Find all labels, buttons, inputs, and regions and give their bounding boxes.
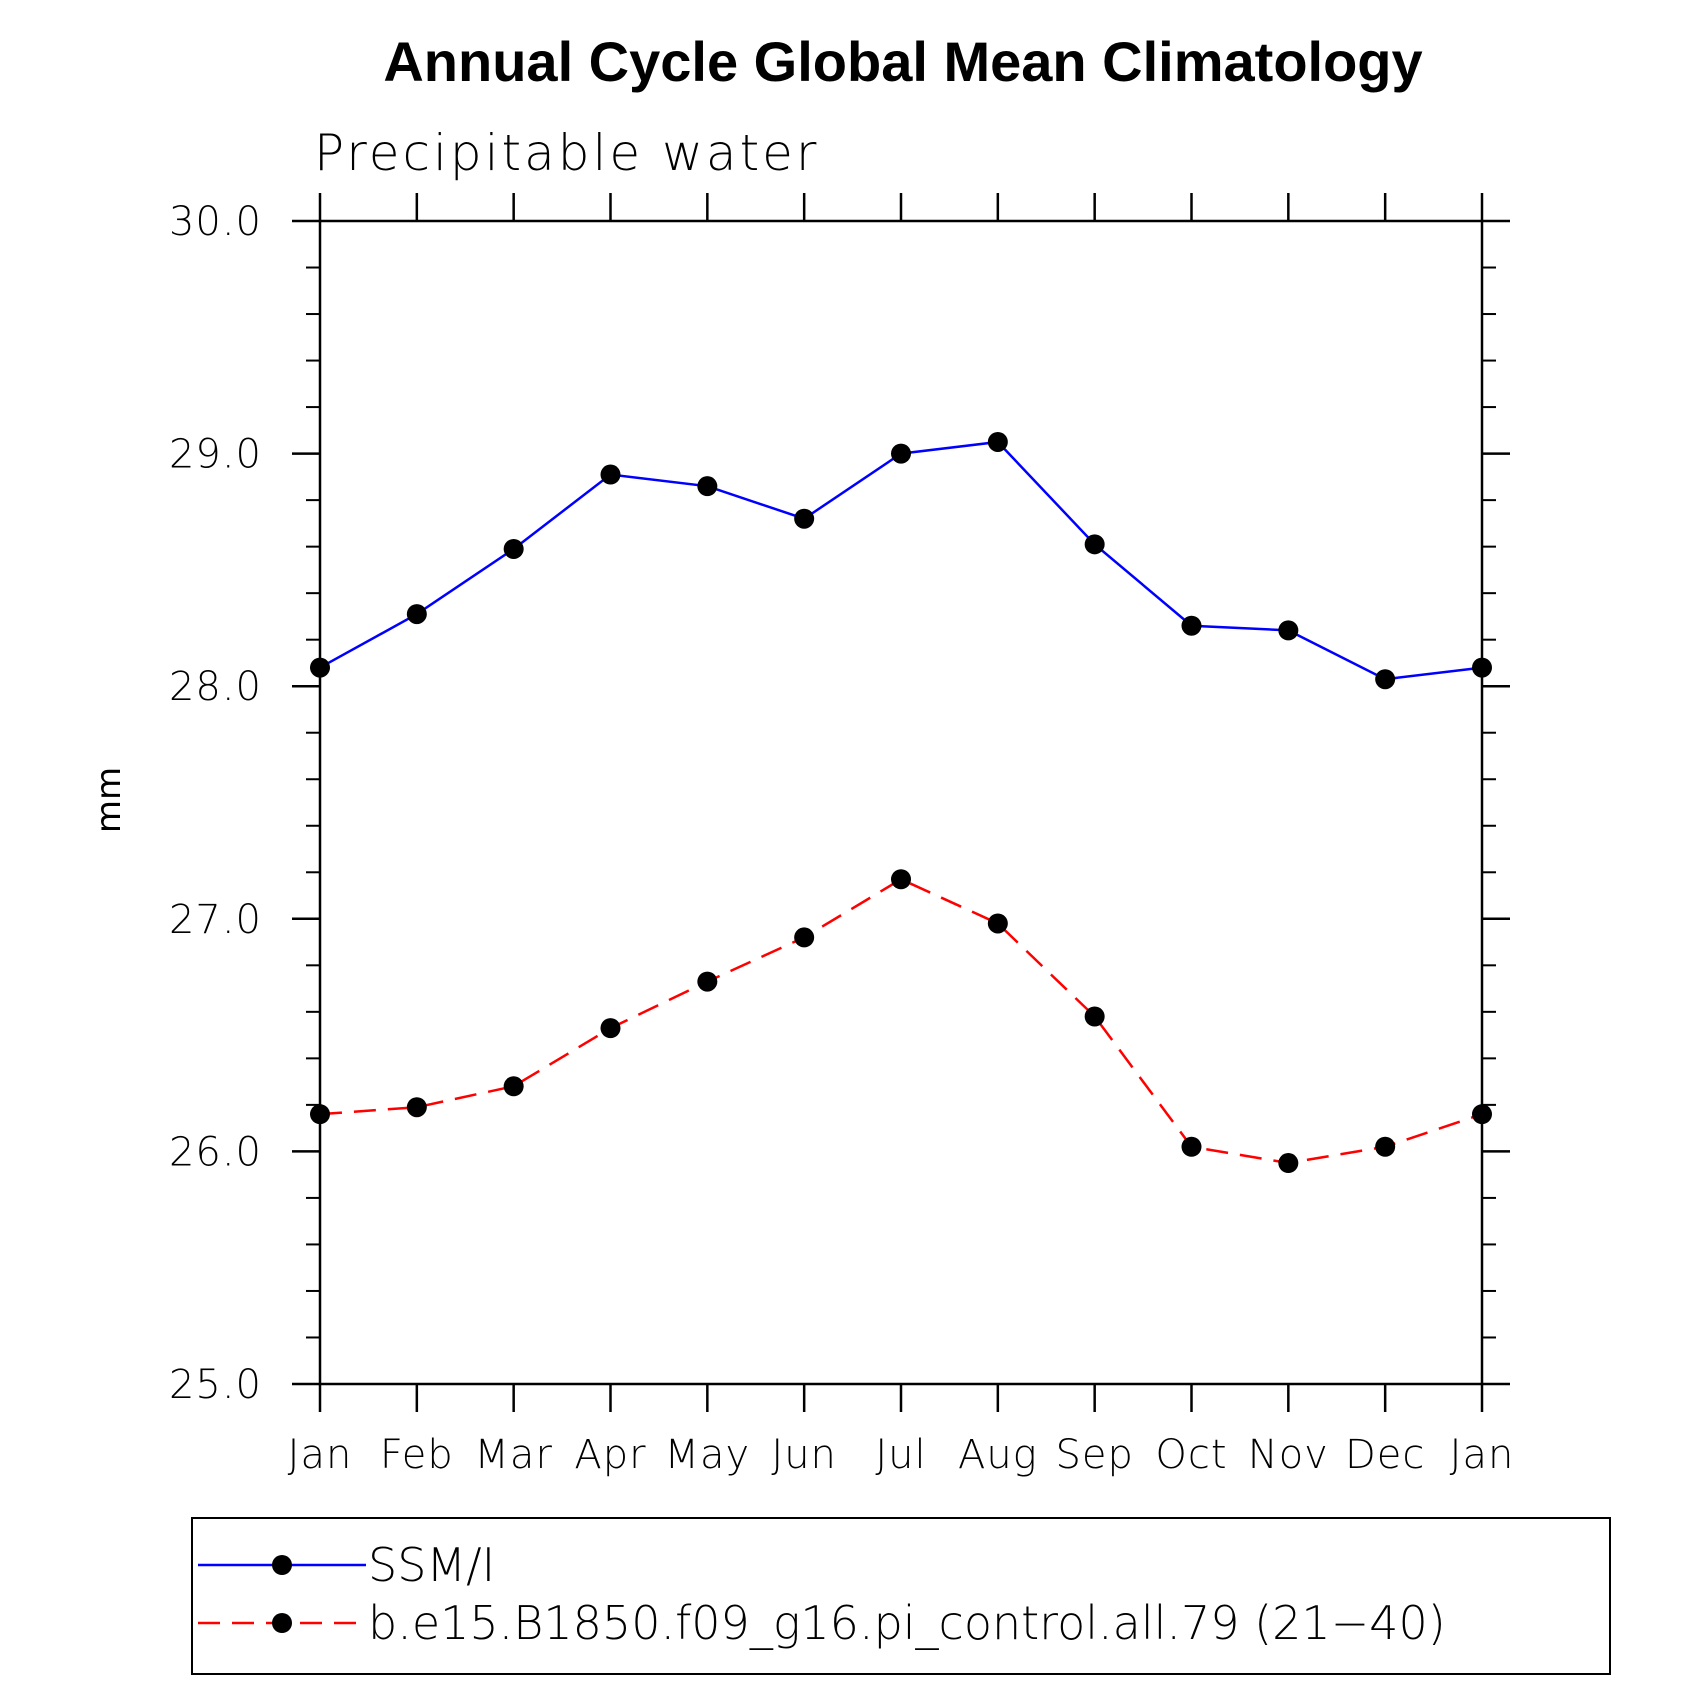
y-tick-label: 27.0 <box>169 897 262 943</box>
x-tick-label: Sep <box>1055 1432 1133 1478</box>
x-tick-label: Jan <box>1450 1432 1515 1478</box>
data-point <box>891 869 911 890</box>
data-point <box>310 657 330 678</box>
data-point <box>503 538 524 559</box>
legend-label-1: b.e15.B1850.f09_g16.pi_control.all.79 (2… <box>368 1596 1446 1650</box>
y-tick-label: 29.0 <box>169 432 262 478</box>
plot-frame <box>318 219 1484 1386</box>
data-point <box>794 508 815 529</box>
data-point <box>1181 1136 1202 1157</box>
data-point <box>987 913 1008 934</box>
x-tick-label: May <box>664 1432 750 1478</box>
legend-marker <box>272 1555 292 1575</box>
x-tick-label: Apr <box>574 1432 646 1478</box>
y-tick-label: 30.0 <box>169 199 262 245</box>
y-tick-label: 25.0 <box>169 1362 262 1408</box>
data-point <box>600 1018 621 1039</box>
data-point <box>1278 1153 1299 1174</box>
data-point <box>697 971 718 992</box>
legend: SSM/Ib.e15.B1850.f09_g16.pi_control.all.… <box>191 1517 1611 1675</box>
data-point <box>891 443 911 464</box>
data-point <box>1472 657 1492 678</box>
x-tick-label: Nov <box>1248 1432 1329 1478</box>
tick-labels: Jan Feb Mar Apr May Jun Jul Aug Sep Oct Nov Dec Jan 2… <box>169 199 1515 1478</box>
legend-marker <box>272 1613 292 1633</box>
data-point <box>794 927 815 948</box>
axis-ticks <box>292 193 1510 1412</box>
series-line-0 <box>319 440 1483 681</box>
y-axis-label: mm <box>89 767 129 833</box>
x-tick-label: Dec <box>1345 1432 1425 1478</box>
series-line-1 <box>319 877 1483 1165</box>
x-tick-label: Jan <box>288 1432 353 1478</box>
data-point <box>1375 1136 1396 1157</box>
data-point <box>503 1076 524 1097</box>
legend-frame <box>191 1517 1611 1675</box>
data-point <box>1084 534 1105 555</box>
series-layer <box>310 431 1492 1174</box>
data-point <box>697 476 718 497</box>
x-tick-label: Feb <box>380 1432 454 1478</box>
x-tick-label: Oct <box>1155 1432 1227 1478</box>
data-point <box>1472 1104 1492 1125</box>
data-point <box>406 604 427 625</box>
y-tick-label: 26.0 <box>169 1129 262 1175</box>
x-tick-label: Mar <box>474 1432 552 1478</box>
y-tick-label: 28.0 <box>169 664 262 710</box>
data-point <box>406 1097 427 1118</box>
data-point <box>310 1104 330 1125</box>
chart-subtitle: Precipitable water <box>314 124 820 182</box>
x-tick-label: Jul <box>875 1432 926 1478</box>
data-point <box>1084 1006 1105 1027</box>
chart-title: Annual Cycle Global Mean Climatology <box>383 30 1422 93</box>
data-point <box>1181 615 1202 636</box>
data-point <box>987 431 1008 452</box>
data-point <box>1278 620 1299 641</box>
data-point <box>1375 669 1396 690</box>
legend-label-0: SSM/I <box>368 1538 495 1592</box>
x-tick-label: Jun <box>771 1432 837 1478</box>
x-tick-label: Aug <box>958 1432 1038 1478</box>
data-point <box>600 464 621 485</box>
